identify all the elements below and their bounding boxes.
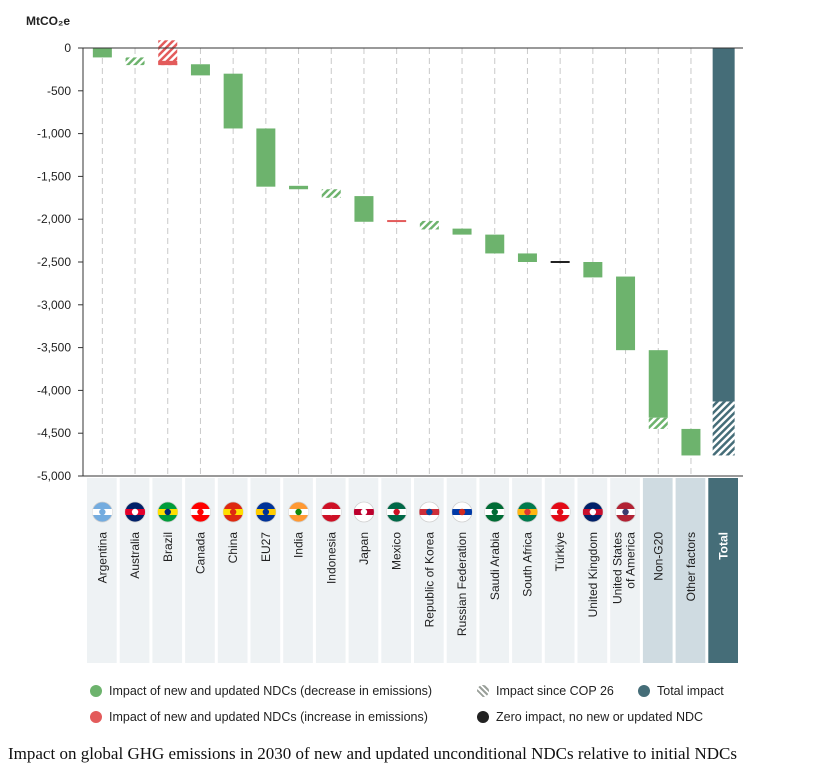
japan-flag-icon — [353, 501, 375, 523]
south-africa-flag-icon — [517, 501, 538, 523]
india-flag-icon — [288, 501, 309, 523]
y-tick-label: -4,000 — [37, 383, 71, 397]
x-tick-label-united-states-of-america: United Statesof America — [611, 532, 638, 604]
x-tick-label-united-kingdom: United Kingdom — [586, 532, 600, 617]
bar-brazil-increase-edge — [158, 60, 178, 66]
bar-canada-decrease — [190, 64, 210, 76]
legend-zero-swatch — [477, 711, 489, 723]
bar-non-g20-decrease — [648, 350, 668, 418]
bar-mexico-increase — [387, 220, 407, 223]
x-tick-label-canada: Canada — [193, 532, 207, 574]
y-tick-label: 0 — [64, 41, 71, 55]
china-flag-icon — [222, 501, 244, 523]
x-tick-label-other-factors: Other factors — [684, 532, 698, 601]
x-tick-label-australia: Australia — [128, 532, 142, 579]
legend-decrease-label: Impact of new and updated NDCs (decrease… — [109, 684, 433, 698]
legend-total: Total impact — [638, 684, 724, 698]
bar-china-decrease — [223, 73, 243, 129]
y-tick-label: -2,500 — [37, 255, 71, 269]
x-tick-label-republic-of-korea: Republic of Korea — [422, 532, 436, 628]
bar-saudi-arabia-decrease — [485, 234, 505, 254]
bar-united-kingdom-decrease — [583, 262, 603, 278]
eu27-flag-icon — [255, 501, 277, 523]
y-tick-label: -500 — [47, 84, 71, 98]
y-tick-label: -1,000 — [37, 127, 71, 141]
bar-non-g20-hatch — [648, 417, 668, 429]
waterfall-chart: 0 -500 -1,000 -1,500 -2,000 -2,500 -3,000 -3,50… — [26, 14, 743, 663]
bar-united-states-of-america-decrease — [616, 276, 636, 351]
legend-increase-swatch — [90, 711, 102, 723]
x-tick-label-argentina: Argentina — [95, 532, 109, 584]
t-rkiye-flag-icon — [549, 501, 571, 523]
column-band-non-g20 — [642, 478, 673, 663]
bar-republic-of-korea-hatch — [419, 220, 439, 230]
x-tick-label-russian-federation: Russian Federation — [455, 532, 469, 636]
x-tick-label-china: China — [226, 532, 240, 564]
bar-eu27-decrease — [256, 128, 276, 187]
bar-south-africa-decrease — [517, 253, 537, 262]
x-tick-label-non-g20: Non-G20 — [651, 532, 665, 581]
brazil-flag-icon — [157, 501, 179, 523]
column-band-total — [708, 478, 738, 663]
mexico-flag-icon — [386, 501, 408, 523]
legend-increase-label: Impact of new and updated NDCs (increase… — [109, 710, 428, 724]
x-tick-label-t-rkiye: Türkiye — [553, 532, 567, 572]
bar-indonesia-hatch — [321, 189, 341, 198]
legend-decrease: Impact of new and updated NDCs (decrease… — [90, 684, 432, 698]
legend-zero-label: Zero impact, no new or updated NDC — [496, 710, 704, 724]
y-tick-label: -1,500 — [37, 169, 71, 183]
x-tick-label-indonesia: Indonesia — [324, 532, 338, 584]
bar-t-rkiye-zero — [550, 261, 570, 263]
figure-caption: Impact on global GHG emissions in 2030 o… — [8, 744, 737, 763]
bar-total-total — [712, 48, 735, 402]
legend-since-cop26: Impact since COP 26 — [477, 684, 614, 698]
bar-russian-federation-decrease — [452, 228, 472, 235]
united-states-of-america-flag-icon — [615, 501, 636, 523]
y-tick-label: -2,000 — [37, 212, 71, 226]
bar-other-factors-decrease — [681, 428, 701, 456]
x-tick-label-mexico: Mexico — [390, 532, 404, 570]
bar-brazil-increase — [158, 40, 178, 66]
australia-flag-icon — [124, 501, 146, 523]
legend-total-label: Total impact — [657, 684, 724, 698]
x-tick-label-total: Total — [717, 532, 731, 560]
y-tick-label: -3,000 — [37, 298, 71, 312]
bar-japan-decrease — [354, 196, 374, 222]
indonesia-flag-icon — [320, 501, 342, 523]
bar-argentina-decrease — [92, 48, 112, 58]
saudi-arabia-flag-icon — [484, 501, 506, 523]
canada-flag-icon — [190, 501, 211, 523]
x-tick-label-india: India — [292, 532, 306, 558]
argentina-flag-icon — [91, 501, 113, 523]
legend-total-swatch — [638, 685, 650, 697]
y-tick-label: -5,000 — [37, 469, 71, 483]
legend-increase: Impact of new and updated NDCs (increase… — [90, 710, 428, 724]
legend-since-cop26-swatch — [477, 685, 489, 697]
bar-australia-hatch — [125, 57, 145, 66]
bar-india-decrease — [289, 185, 309, 190]
united-kingdom-flag-icon — [582, 501, 604, 523]
x-tick-label-japan: Japan — [357, 532, 371, 565]
legend-zero: Zero impact, no new or updated NDC — [477, 710, 703, 724]
x-tick-label-south-africa: South Africa — [520, 532, 534, 597]
republic-of-korea-flag-icon — [418, 501, 440, 523]
y-axis-unit-label: MtCO₂e — [26, 14, 70, 28]
y-tick-label: -4,500 — [37, 426, 71, 440]
column-band-other-factors — [675, 478, 706, 663]
x-tick-label-eu27: EU27 — [259, 532, 273, 562]
y-tick-label: -3,500 — [37, 341, 71, 355]
x-tick-label-saudi-arabia: Saudi Arabia — [488, 532, 502, 600]
x-tick-label-brazil: Brazil — [161, 532, 175, 562]
legend-since-cop26-label: Impact since COP 26 — [496, 684, 614, 698]
bar-total-total-hatch — [712, 401, 735, 456]
russian-federation-flag-icon — [451, 501, 473, 523]
legend-decrease-swatch — [90, 685, 102, 697]
